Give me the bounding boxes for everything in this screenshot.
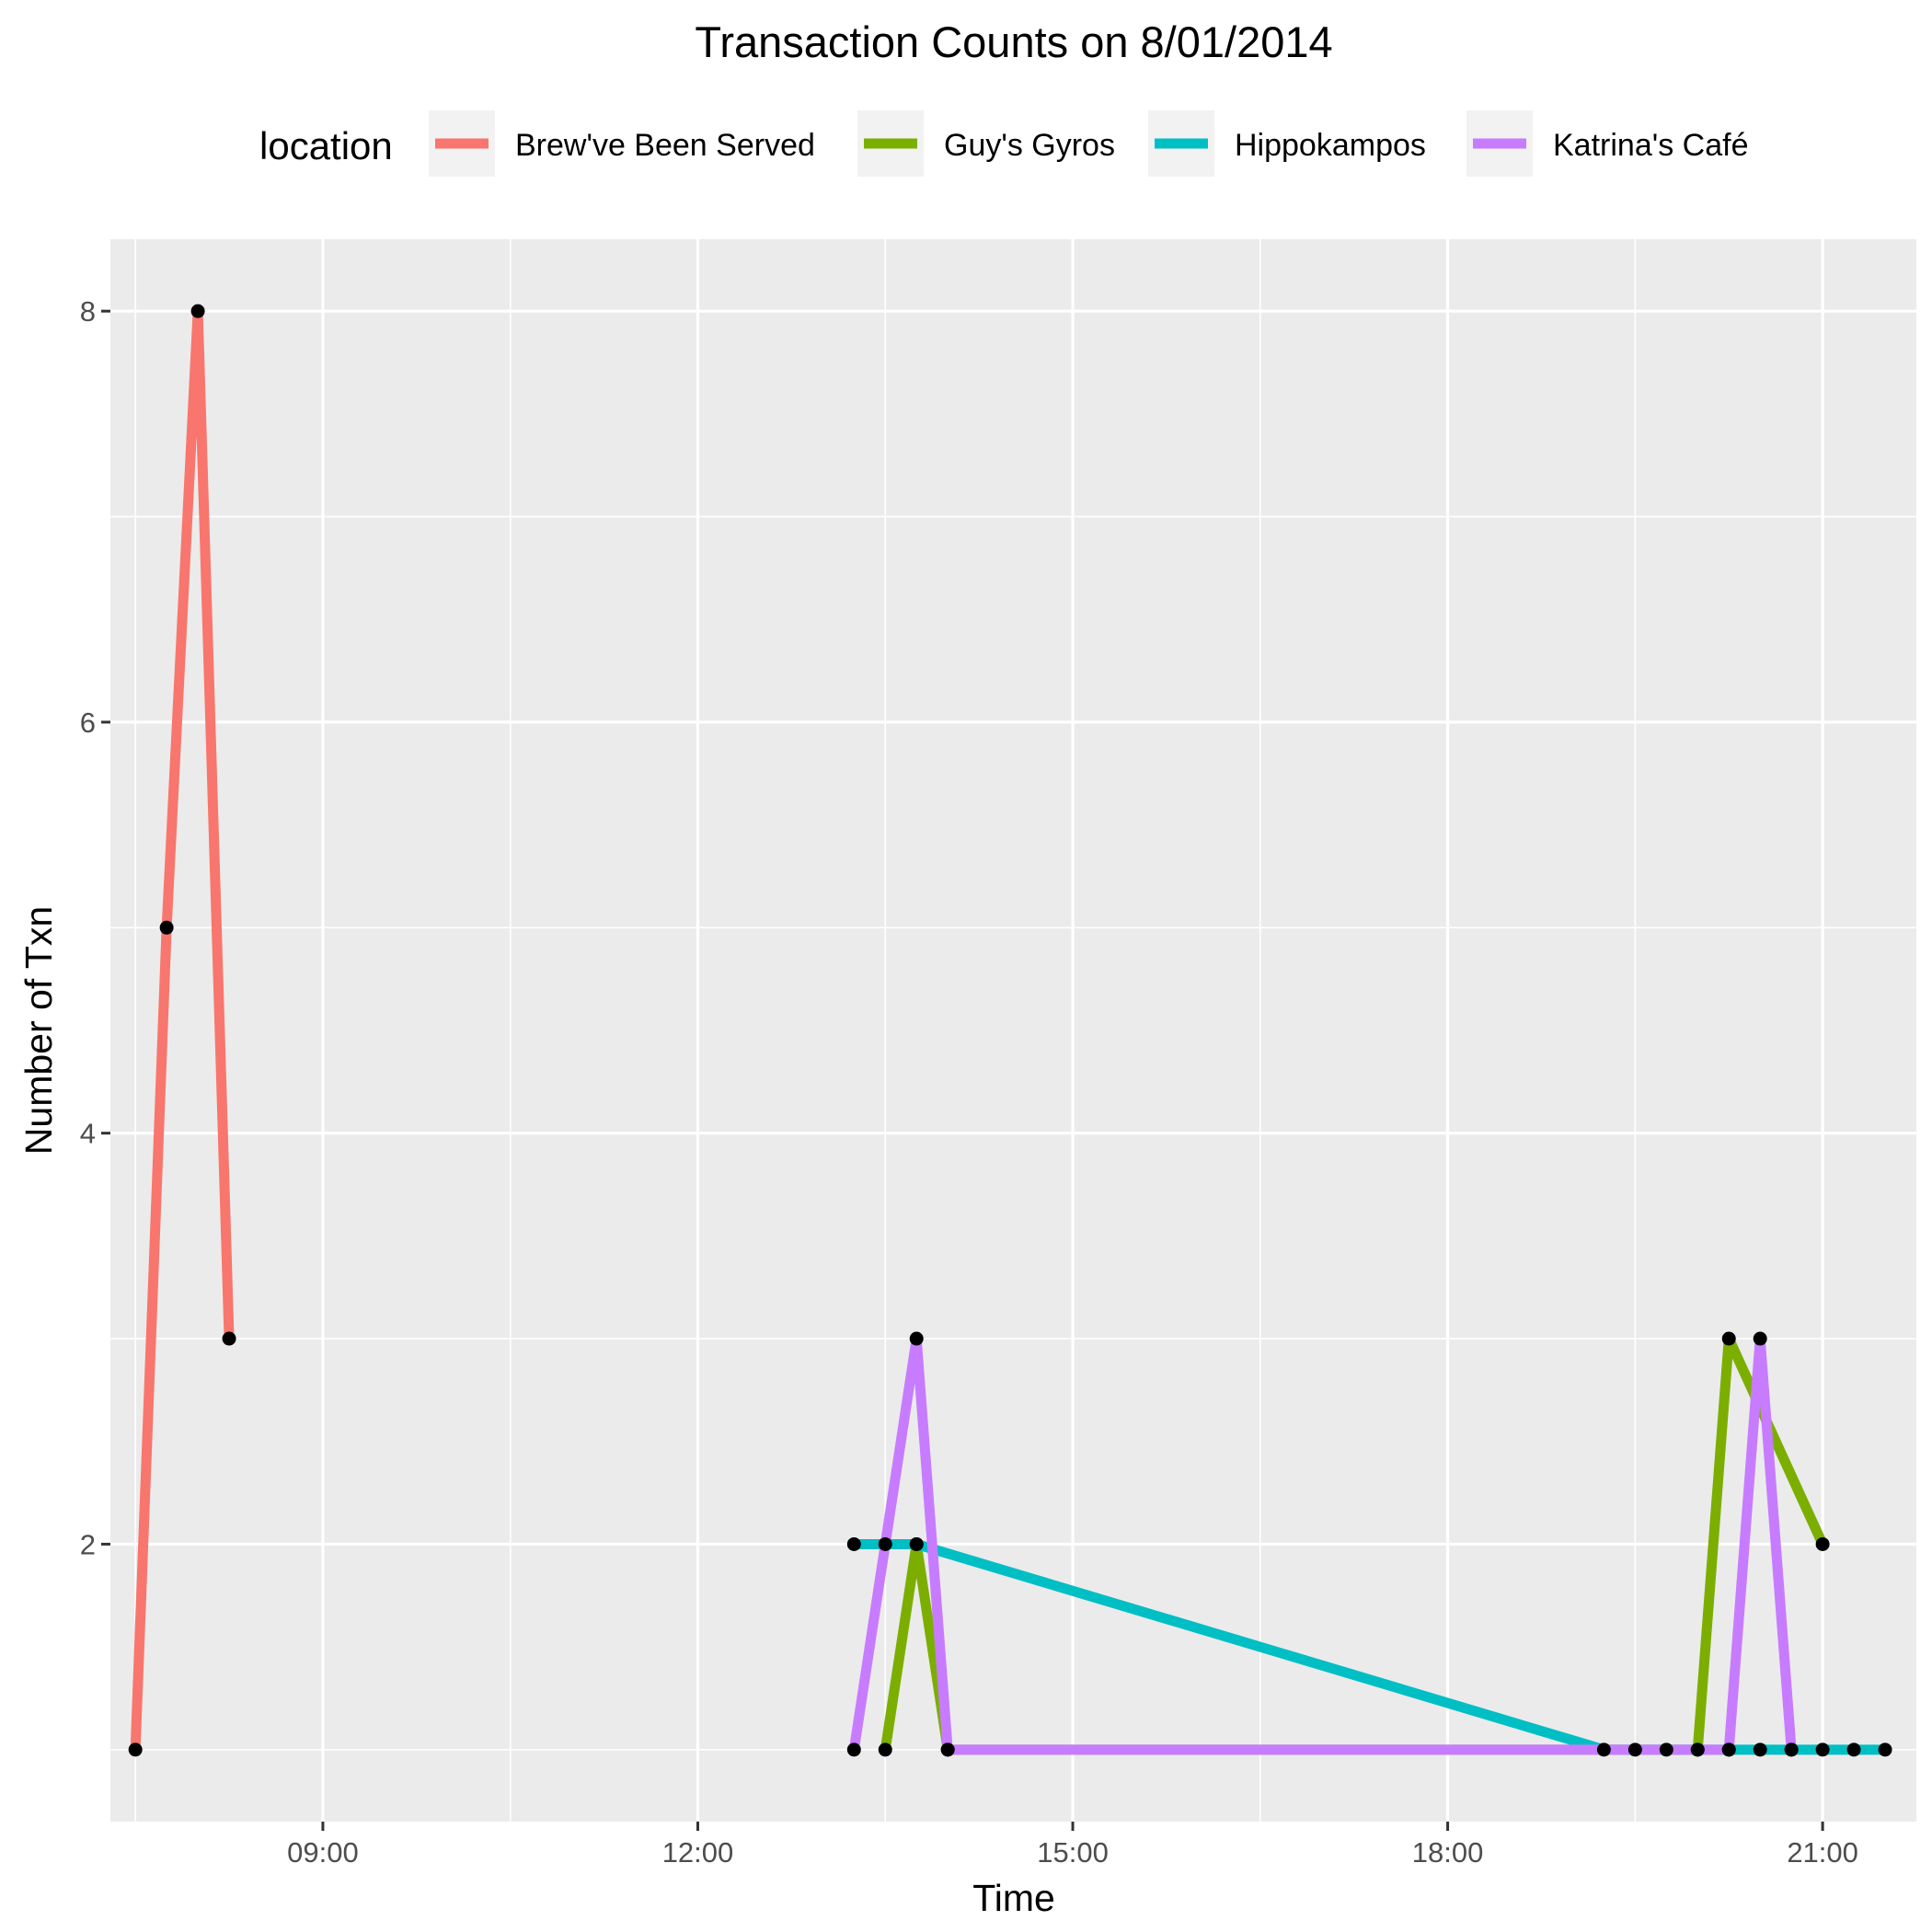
series-line-3	[848, 1333, 1797, 1755]
data-point	[878, 1742, 892, 1757]
data-point	[1690, 1742, 1705, 1757]
grid-major	[110, 239, 1916, 1822]
data-point	[1815, 1742, 1830, 1757]
data-point	[1878, 1742, 1892, 1757]
data-point	[1627, 1742, 1642, 1757]
data-point	[940, 1742, 955, 1757]
plot-panel	[110, 239, 1916, 1822]
data-point	[846, 1742, 861, 1757]
x-tick-label: 09:00	[287, 1836, 359, 1869]
data-point	[846, 1536, 861, 1551]
legend-label: Hippokampos	[1235, 128, 1426, 163]
data-point	[222, 1331, 236, 1346]
data-point	[909, 1536, 924, 1551]
data-point	[1753, 1331, 1767, 1346]
y-tick-label: 6	[80, 707, 96, 739]
x-axis: 09:00 12:00 15:00 18:00 21:00	[287, 1822, 1858, 1869]
legend-label: Katrina's Café	[1553, 128, 1748, 163]
y-axis-title: Number of Txn	[17, 906, 60, 1155]
x-tick-label: 21:00	[1787, 1836, 1858, 1869]
legend-label: Guy's Gyros	[944, 128, 1115, 163]
legend-title: location	[259, 124, 393, 167]
series-line-0	[130, 305, 235, 1751]
data-point	[1721, 1331, 1736, 1346]
y-tick-label: 4	[80, 1118, 96, 1150]
data-point	[1721, 1742, 1736, 1757]
data-point	[128, 1742, 143, 1757]
data-point	[1815, 1536, 1830, 1551]
y-tick-label: 2	[80, 1528, 96, 1560]
legend: location Brew've Been Served Guy's Gyros H…	[259, 110, 1748, 177]
data-point	[1753, 1742, 1767, 1757]
data-point	[1784, 1742, 1799, 1757]
y-tick-label: 8	[80, 295, 96, 328]
data-point	[159, 920, 174, 935]
data-point	[1659, 1742, 1673, 1757]
y-axis: 2 4 6 8	[80, 295, 110, 1560]
chart-title: Transaction Counts on 8/01/2014	[695, 17, 1332, 66]
x-axis-title: Time	[972, 1877, 1055, 1919]
data-point	[1846, 1742, 1861, 1757]
data-point	[878, 1536, 892, 1551]
data-point	[1596, 1742, 1611, 1757]
x-tick-label: 18:00	[1412, 1836, 1484, 1869]
series-points	[128, 304, 1892, 1757]
x-tick-label: 15:00	[1037, 1836, 1109, 1869]
data-point	[190, 304, 205, 318]
x-tick-label: 12:00	[662, 1836, 734, 1869]
data-point	[909, 1331, 924, 1346]
legend-label: Brew've Been Served	[515, 128, 815, 163]
